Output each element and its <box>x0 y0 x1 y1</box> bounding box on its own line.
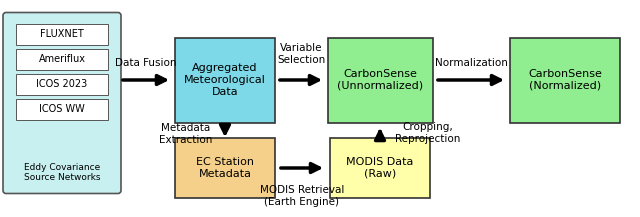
Text: MODIS Data
(Raw): MODIS Data (Raw) <box>346 157 413 179</box>
FancyBboxPatch shape <box>16 23 108 44</box>
Text: ICOS WW: ICOS WW <box>39 104 85 114</box>
FancyBboxPatch shape <box>510 38 620 123</box>
FancyBboxPatch shape <box>16 99 108 120</box>
Text: Normalization: Normalization <box>435 58 508 68</box>
Text: EC Station
Metadata: EC Station Metadata <box>196 157 254 179</box>
Text: Variable
Selection: Variable Selection <box>277 43 325 65</box>
FancyBboxPatch shape <box>16 74 108 94</box>
Text: ICOS 2023: ICOS 2023 <box>36 79 88 89</box>
FancyBboxPatch shape <box>16 49 108 69</box>
Text: Data Fusion: Data Fusion <box>115 58 177 68</box>
Text: CarbonSense
(Normalized): CarbonSense (Normalized) <box>528 69 602 91</box>
Text: Metadata
Extraction: Metadata Extraction <box>159 123 212 145</box>
Text: FLUXNET: FLUXNET <box>40 29 84 39</box>
Text: MODIS Retrieval
(Earth Engine): MODIS Retrieval (Earth Engine) <box>260 185 344 207</box>
Text: Cropping,
Reprojection: Cropping, Reprojection <box>396 122 461 144</box>
Text: CarbonSense
(Unnormalized): CarbonSense (Unnormalized) <box>337 69 423 91</box>
Text: Eddy Covariance
Source Networks: Eddy Covariance Source Networks <box>24 163 100 182</box>
FancyBboxPatch shape <box>175 38 275 123</box>
FancyBboxPatch shape <box>330 138 430 198</box>
Text: Ameriflux: Ameriflux <box>38 54 86 64</box>
FancyBboxPatch shape <box>175 138 275 198</box>
FancyBboxPatch shape <box>3 13 121 194</box>
Text: Aggregated
Meteorological
Data: Aggregated Meteorological Data <box>184 63 266 97</box>
FancyBboxPatch shape <box>328 38 433 123</box>
